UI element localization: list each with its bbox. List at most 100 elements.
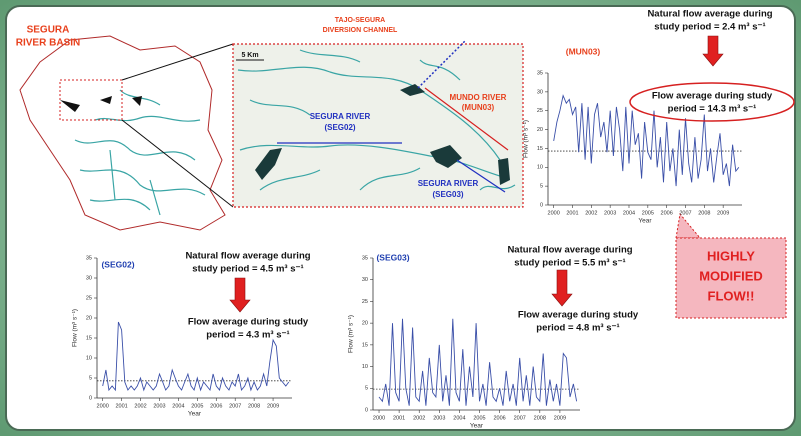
- scale-label: 5 Km: [241, 52, 258, 59]
- x-tick-label: 2008: [248, 403, 260, 409]
- channel-label: DIVERSION CHANNEL: [323, 27, 398, 34]
- y-tick-label: 30: [86, 275, 92, 281]
- average-note: period = 4.3 m³ s⁻¹: [206, 330, 289, 341]
- y-tick-label: 5: [365, 386, 368, 392]
- river-label: SEGURA RIVER: [418, 179, 479, 188]
- y-tick-label: 35: [86, 255, 92, 261]
- river-label: (SEG03): [432, 190, 463, 199]
- x-tick-label: 2001: [393, 415, 405, 421]
- x-tick-label: 2009: [554, 415, 566, 421]
- x-tick-label: 2007: [514, 415, 526, 421]
- x-tick-label: 2003: [433, 415, 445, 421]
- x-tick-label: 2007: [679, 210, 691, 216]
- basin-label: SEGURA: [27, 25, 70, 36]
- highlight-oval: [629, 82, 795, 122]
- river-label: (SEG02): [324, 123, 355, 132]
- chart-title: (MUN03): [566, 46, 601, 56]
- callout-text: HIGHLY: [707, 248, 755, 263]
- y-tick-label: 0: [365, 407, 368, 413]
- arrow: [702, 35, 724, 67]
- x-tick-label: 2004: [623, 210, 635, 216]
- y-axis-label: Flow (m³ s⁻¹): [523, 120, 530, 158]
- arrow: [229, 277, 251, 313]
- x-tick-label: 2008: [534, 415, 546, 421]
- x-tick-label: 2006: [493, 415, 505, 421]
- arrow: [551, 269, 573, 307]
- data-line: [553, 94, 740, 187]
- inset-map: [232, 39, 524, 208]
- x-tick-label: 2006: [661, 210, 673, 216]
- x-axis-label: Year: [470, 423, 484, 430]
- y-tick-label: 30: [362, 277, 368, 283]
- river-label: SEGURA RIVER: [310, 112, 371, 121]
- x-tick-label: 2007: [229, 403, 241, 409]
- chart-title: (SEG02): [101, 259, 134, 269]
- y-tick-label: 10: [86, 355, 92, 361]
- x-tick-label: 2001: [566, 210, 578, 216]
- x-tick-label: 2000: [548, 210, 560, 216]
- x-tick-label: 2002: [413, 415, 425, 421]
- y-tick-label: 0: [89, 395, 92, 401]
- average-note: period = 14.3 m³ s⁻¹: [668, 104, 757, 115]
- chart-title: (SEG03): [376, 252, 409, 262]
- y-tick-label: 25: [537, 108, 543, 114]
- y-tick-label: 35: [362, 255, 368, 261]
- callout-text: FLOW!!: [708, 288, 755, 303]
- x-tick-label: 2006: [210, 403, 222, 409]
- x-tick-label: 2003: [604, 210, 616, 216]
- x-tick-label: 2002: [134, 403, 146, 409]
- x-tick-label: 2004: [453, 415, 465, 421]
- natural-note: study period = 2.4 m³ s⁻¹: [654, 22, 765, 33]
- y-tick-label: 5: [89, 375, 92, 381]
- y-tick-label: 15: [86, 335, 92, 341]
- average-note: Flow average during study: [188, 317, 309, 328]
- x-axis-label: Year: [638, 218, 652, 225]
- y-tick-label: 10: [537, 165, 543, 171]
- y-axis-label: Flow (m³ s⁻¹): [72, 309, 79, 347]
- y-tick-label: 20: [362, 321, 368, 327]
- y-tick-label: 10: [362, 364, 368, 370]
- river-label: (MUN03): [462, 103, 495, 112]
- x-tick-label: 2003: [153, 403, 165, 409]
- x-tick-label: 2009: [267, 403, 279, 409]
- x-tick-label: 2005: [642, 210, 654, 216]
- natural-note: Natural flow average during: [507, 245, 632, 256]
- y-axis-label: Flow (m³ s⁻¹): [348, 315, 355, 353]
- x-tick-label: 2005: [473, 415, 485, 421]
- average-note: Flow average during study: [652, 91, 773, 102]
- natural-note: Natural flow average during: [647, 9, 772, 20]
- data-line: [102, 321, 290, 392]
- natural-note: study period = 5.5 m³ s⁻¹: [514, 258, 625, 269]
- average-note: period = 4.8 m³ s⁻¹: [536, 323, 619, 334]
- x-axis-label: Year: [188, 411, 202, 418]
- natural-note: Natural flow average during: [185, 251, 310, 262]
- y-tick-label: 15: [537, 146, 543, 152]
- average-note: Flow average during study: [518, 310, 639, 321]
- y-tick-label: 20: [537, 127, 543, 133]
- data-line: [378, 318, 578, 406]
- x-tick-label: 2002: [585, 210, 597, 216]
- callout-text: MODIFIED: [699, 268, 763, 283]
- y-tick-label: 30: [537, 89, 543, 95]
- x-tick-label: 2001: [115, 403, 127, 409]
- x-tick-label: 2000: [373, 415, 385, 421]
- x-tick-label: 2008: [698, 210, 710, 216]
- y-tick-label: 35: [537, 70, 543, 76]
- channel-label: TAJO-SEGURA: [335, 17, 385, 24]
- y-tick-label: 0: [540, 202, 543, 208]
- x-tick-label: 2009: [717, 210, 729, 216]
- y-tick-label: 25: [86, 295, 92, 301]
- callout-pointer: [675, 212, 702, 239]
- y-tick-label: 20: [86, 315, 92, 321]
- basin-label: RIVER BASIN: [16, 38, 80, 49]
- natural-note: study period = 4.5 m³ s⁻¹: [192, 264, 303, 275]
- callout-box: [675, 237, 787, 319]
- basin-map: [19, 35, 234, 231]
- x-tick-label: 2000: [97, 403, 109, 409]
- y-tick-label: 5: [540, 184, 543, 190]
- river-label: MUNDO RIVER: [450, 93, 507, 102]
- x-tick-label: 2004: [172, 403, 184, 409]
- x-tick-label: 2005: [191, 403, 203, 409]
- y-tick-label: 15: [362, 342, 368, 348]
